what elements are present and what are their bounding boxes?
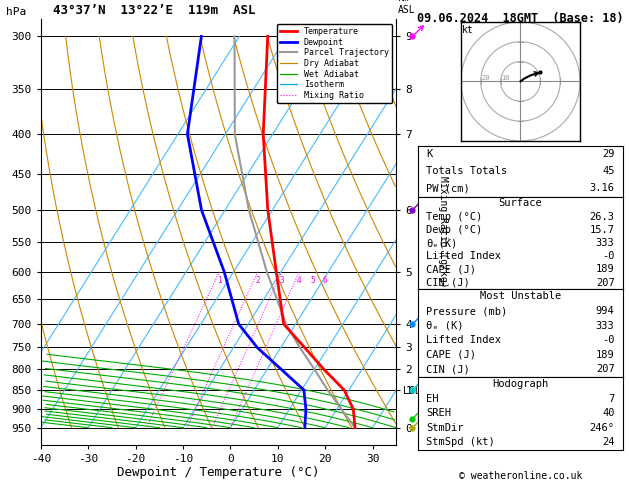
Text: kt: kt: [462, 25, 474, 35]
X-axis label: Dewpoint / Temperature (°C): Dewpoint / Temperature (°C): [118, 467, 320, 480]
Text: θₑ(K): θₑ(K): [426, 238, 458, 248]
Text: CAPE (J): CAPE (J): [426, 264, 476, 275]
Text: 3.16: 3.16: [589, 183, 615, 193]
Text: 333: 333: [596, 238, 615, 248]
Text: 5: 5: [311, 277, 316, 285]
Text: Lifted Index: Lifted Index: [426, 335, 501, 345]
Text: 45: 45: [602, 166, 615, 176]
Text: 43°37’N  13°22’E  119m  ASL: 43°37’N 13°22’E 119m ASL: [53, 4, 256, 17]
Text: StmSpd (kt): StmSpd (kt): [426, 437, 495, 447]
Text: Hodograph: Hodograph: [493, 379, 548, 389]
Text: θₑ (K): θₑ (K): [426, 321, 464, 330]
Text: 09.06.2024  18GMT  (Base: 18): 09.06.2024 18GMT (Base: 18): [417, 12, 624, 25]
Text: 4: 4: [297, 277, 301, 285]
Text: 189: 189: [596, 350, 615, 360]
Legend: Temperature, Dewpoint, Parcel Trajectory, Dry Adiabat, Wet Adiabat, Isotherm, Mi: Temperature, Dewpoint, Parcel Trajectory…: [277, 24, 392, 103]
Text: CIN (J): CIN (J): [426, 278, 470, 288]
Text: 207: 207: [596, 364, 615, 374]
Text: PW (cm): PW (cm): [426, 183, 470, 193]
Text: K: K: [426, 149, 433, 159]
Text: 10: 10: [502, 75, 510, 82]
Text: Most Unstable: Most Unstable: [480, 292, 561, 301]
Text: CIN (J): CIN (J): [426, 364, 470, 374]
Text: 994: 994: [596, 306, 615, 316]
Text: © weatheronline.co.uk: © weatheronline.co.uk: [459, 471, 582, 481]
Text: 40: 40: [602, 408, 615, 418]
Text: 24: 24: [602, 437, 615, 447]
Text: StmDir: StmDir: [426, 423, 464, 433]
Text: Mixing Ratio (g/kg): Mixing Ratio (g/kg): [438, 176, 448, 288]
Text: Surface: Surface: [499, 198, 542, 208]
Text: Dewp (°C): Dewp (°C): [426, 225, 482, 235]
Text: -0: -0: [602, 251, 615, 261]
Text: 189: 189: [596, 264, 615, 275]
Text: EH: EH: [426, 394, 439, 403]
Text: 1: 1: [217, 277, 221, 285]
Text: 333: 333: [596, 321, 615, 330]
Text: 246°: 246°: [589, 423, 615, 433]
Text: Temp (°C): Temp (°C): [426, 211, 482, 222]
Text: 26.3: 26.3: [589, 211, 615, 222]
Text: 2: 2: [255, 277, 260, 285]
Text: CAPE (J): CAPE (J): [426, 350, 476, 360]
Text: -0: -0: [602, 335, 615, 345]
Text: 7: 7: [608, 394, 615, 403]
Text: 20: 20: [482, 75, 490, 82]
Text: 3: 3: [279, 277, 284, 285]
Text: LCL: LCL: [403, 386, 421, 396]
Text: 207: 207: [596, 278, 615, 288]
Text: SREH: SREH: [426, 408, 452, 418]
Text: 15.7: 15.7: [589, 225, 615, 235]
Text: Lifted Index: Lifted Index: [426, 251, 501, 261]
Text: hPa: hPa: [6, 7, 26, 17]
Text: 29: 29: [602, 149, 615, 159]
Text: 6: 6: [323, 277, 327, 285]
Text: km
ASL: km ASL: [398, 0, 416, 15]
Text: Totals Totals: Totals Totals: [426, 166, 508, 176]
Text: Pressure (mb): Pressure (mb): [426, 306, 508, 316]
